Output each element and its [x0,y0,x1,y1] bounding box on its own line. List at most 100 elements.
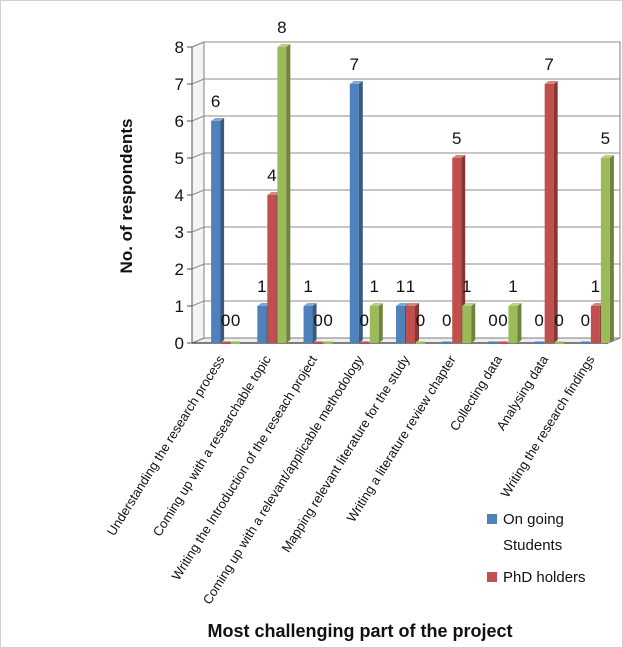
bar-side [358,81,363,343]
bar-front [498,341,508,344]
bar-top [277,44,291,47]
bar-front [257,306,267,343]
bar-top [600,155,614,158]
y-tick-label: 4 [175,186,184,205]
bar-front [462,306,472,343]
bar-front [416,341,425,344]
gridline-side [191,152,205,159]
data-label: 5 [601,129,610,148]
bars [211,44,614,344]
bar-front [231,341,241,344]
bar-side [378,303,383,343]
bar-front [580,341,590,344]
bar [554,341,564,344]
bar-top [462,303,476,306]
bar-top [257,303,271,306]
bar [442,341,452,344]
bar [508,303,522,343]
y-tick-label: 5 [175,149,184,168]
bar-front [544,84,554,343]
bar [534,341,544,344]
bar [303,303,317,343]
bar-front [349,84,359,343]
data-label: 0 [581,311,590,330]
y-tick-label: 0 [175,334,184,353]
legend-label: PhD holders [503,569,586,586]
category-label: Writing the research findings [498,352,598,500]
bar-front [534,341,544,344]
bar-front [359,341,369,344]
bar-side [461,155,466,343]
bar [231,341,241,344]
y-tick-label: 2 [175,260,184,279]
y-tick-label: 6 [175,112,184,131]
bar-front [508,306,518,343]
gridline-side [191,263,205,270]
bar-front [221,341,231,344]
bar-front [313,341,323,344]
bar-front [442,341,452,344]
bar [211,118,225,343]
bar-top [369,303,383,306]
data-label: 0 [360,311,369,330]
y-axis-label: No. of respondents [117,119,136,274]
bar-side [286,44,291,343]
bar-top [508,303,522,306]
bar-front [267,195,277,343]
data-label: 0 [416,311,425,330]
bar [323,341,333,344]
bar [580,341,590,344]
gridline-side [191,78,205,85]
bar [488,341,498,344]
bar-front [277,47,287,343]
bar-front [554,341,564,344]
bar-front [303,306,313,343]
bar [349,81,363,343]
data-label: 5 [452,129,461,148]
y-tick-label: 3 [175,223,184,242]
bar [452,155,466,343]
data-label: 1 [370,277,379,296]
gridline-side [191,226,205,233]
data-label: 0 [554,311,563,330]
data-label: 7 [544,55,553,74]
data-label: 0 [221,311,230,330]
data-label: 0 [442,311,451,330]
bar-front [600,158,610,343]
bar [313,341,323,344]
bar-top [211,118,225,121]
data-label: 7 [350,55,359,74]
y-tick-label: 8 [175,38,184,57]
data-label: 1 [396,277,405,296]
bar-side [312,303,317,343]
bar [544,81,558,343]
bar [277,44,291,343]
bar-front [488,341,498,344]
data-label: 1 [257,277,266,296]
legend-item: On going Students [487,511,564,554]
data-label: 1 [406,277,415,296]
bar-side [517,303,522,343]
data-label: 0 [313,311,322,330]
bar-top [303,303,317,306]
data-label: 0 [498,311,507,330]
y-tick-label: 7 [175,75,184,94]
gridline-side [191,115,205,122]
bar-top [452,155,466,158]
bar-front [590,306,600,343]
data-label: 0 [488,311,497,330]
data-label: 1 [303,277,312,296]
bar-top [396,303,409,306]
bar-side [220,118,225,343]
bar [462,303,476,343]
gridline-side [191,189,205,196]
bar-front [452,158,462,343]
bar-top [267,192,281,195]
data-label: 1 [591,277,600,296]
bar-top [544,81,558,84]
bar-front [396,306,405,343]
bar-front [369,306,379,343]
gridline-side [191,300,205,307]
